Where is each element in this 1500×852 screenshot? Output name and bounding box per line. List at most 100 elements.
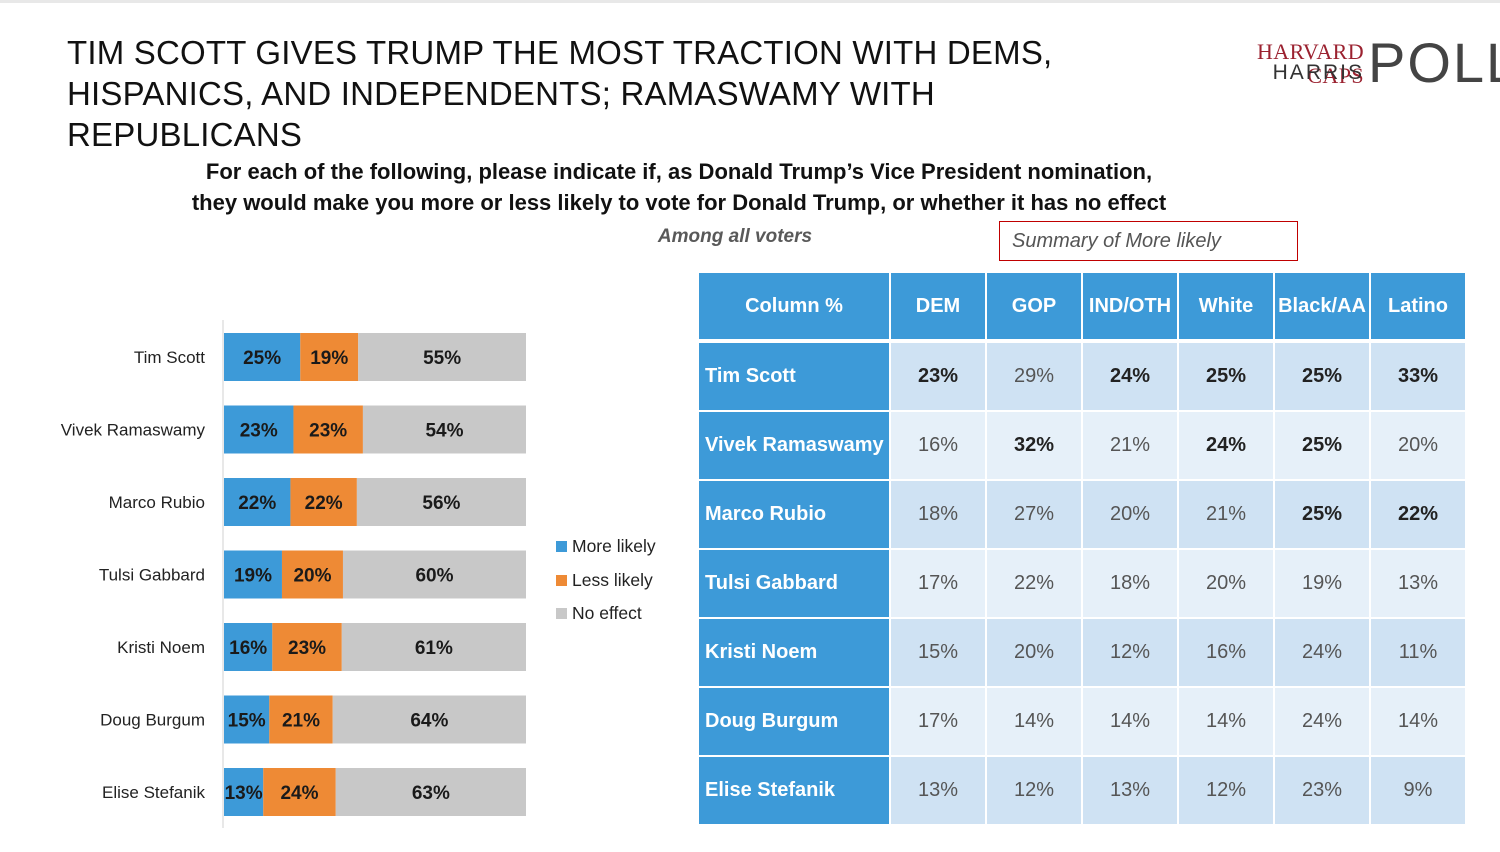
table-cell: 11%	[1369, 617, 1467, 688]
table-cell: 18%	[1081, 548, 1179, 619]
bar-segment-no-effect	[356, 478, 526, 526]
table-row-header: Vivek Ramaswamy	[697, 410, 891, 481]
bar-segment-more-likely	[224, 478, 291, 526]
bar-segment-more-likely	[224, 405, 294, 454]
table-row: Kristi Noem 15% 20% 12% 16% 24% 11%	[697, 617, 1467, 688]
data-label: 54%	[425, 421, 463, 442]
data-label: 63%	[412, 783, 450, 804]
table-cell: 20%	[1369, 410, 1467, 481]
table-cell: 14%	[1081, 686, 1179, 757]
summary-table-container: Column % DEM GOP IND/OTH White Black/AA …	[697, 271, 1467, 826]
table-cell: 24%	[1177, 410, 1275, 481]
bar-segment-no-effect	[358, 333, 526, 381]
bar-segment-less-likely	[281, 550, 343, 599]
category-label: Elise Stefanik	[102, 783, 205, 802]
summary-table: Column % DEM GOP IND/OTH White Black/AA …	[697, 271, 1467, 826]
table-cell: 33%	[1369, 340, 1467, 412]
bar-segment-less-likely	[293, 405, 363, 454]
table-row-header: Doug Burgum	[697, 686, 891, 757]
table-cell: 18%	[889, 479, 987, 550]
summary-label-box: Summary of More likely	[999, 221, 1298, 261]
table-cell: 23%	[889, 340, 987, 412]
logo-harris-text: HARRIS	[1272, 61, 1364, 84]
survey-question-line-2: they would make you more or less likely …	[191, 190, 1167, 215]
table-header-row: Column % DEM GOP IND/OTH White Black/AA …	[697, 271, 1467, 343]
legend-item-more-likely: More likely	[556, 530, 656, 564]
table-row: Tulsi Gabbard 17% 22% 18% 20% 19% 13%	[697, 548, 1467, 619]
bar-segment-no-effect	[362, 405, 526, 454]
bar-segment-more-likely	[224, 623, 273, 671]
table-cell: 14%	[985, 686, 1083, 757]
data-label: 23%	[309, 421, 347, 442]
category-label: Tim Scott	[134, 348, 205, 367]
table-row: Tim Scott 23% 29% 24% 25% 25% 33%	[697, 340, 1467, 412]
bar-segment-less-likely	[263, 768, 336, 816]
table-row: Elise Stefanik 13% 12% 13% 12% 23% 9%	[697, 755, 1467, 826]
logo-poll-text: POLL	[1368, 31, 1500, 94]
bar-segment-no-effect	[332, 695, 526, 744]
column-header: GOP	[985, 271, 1083, 343]
table-cell: 12%	[1177, 755, 1275, 826]
table-cell: 24%	[1273, 617, 1371, 688]
bar-segment-no-effect	[335, 768, 526, 816]
column-header: Black/AA	[1273, 271, 1371, 343]
table-cell: 19%	[1273, 548, 1371, 619]
category-label: Doug Burgum	[100, 711, 205, 730]
base-description: Among all voters	[657, 226, 813, 247]
legend-swatch-more-likely	[556, 541, 567, 553]
data-label: 15%	[228, 711, 266, 732]
table-row-header: Kristi Noem	[697, 617, 891, 688]
data-label: 20%	[293, 566, 331, 587]
table-cell: 16%	[1177, 617, 1275, 688]
data-label: 16%	[229, 638, 267, 659]
data-label: 22%	[305, 493, 343, 514]
data-label: 22%	[238, 493, 276, 514]
table-cell: 25%	[1273, 410, 1371, 481]
column-header: White	[1177, 271, 1275, 343]
bar-segment-more-likely	[224, 768, 264, 816]
table-row-header: Tulsi Gabbard	[697, 548, 891, 619]
bar-segment-more-likely	[224, 695, 270, 744]
table-cell: 14%	[1369, 686, 1467, 757]
table-cell: 24%	[1273, 686, 1371, 757]
data-label: 19%	[310, 348, 348, 369]
logo-harvard-caps-text: HARVARD CAPS	[1257, 39, 1364, 88]
stacked-bar-chart: Tim Scott 25% 19% 55% Vivek Ramaswamy 23% 23% 5…	[61, 320, 526, 828]
bar-segment-no-effect	[341, 623, 526, 671]
table-cell: 27%	[985, 479, 1083, 550]
table-cell: 17%	[889, 686, 987, 757]
table-cell: 25%	[1177, 340, 1275, 412]
table-cell: 25%	[1273, 340, 1371, 412]
table-cell: 32%	[985, 410, 1083, 481]
table-row-header: Elise Stefanik	[697, 755, 891, 826]
category-label: Marco Rubio	[109, 493, 205, 512]
table-cell: 23%	[1273, 755, 1371, 826]
bar-segment-more-likely	[224, 333, 301, 381]
bar-segment-less-likely	[290, 478, 357, 526]
data-label: 21%	[282, 711, 320, 732]
column-header: Latino	[1369, 271, 1467, 343]
legend-swatch-less-likely	[556, 574, 567, 586]
table-cell: 25%	[1273, 479, 1371, 550]
bar-segment-less-likely	[272, 623, 342, 671]
table-cell: 22%	[1369, 479, 1467, 550]
data-label: 23%	[288, 638, 326, 659]
data-label: 56%	[422, 493, 460, 514]
table-cell: 12%	[985, 755, 1083, 826]
table-cell: 17%	[889, 548, 987, 619]
survey-question-line-1: For each of the following, please indica…	[205, 159, 1153, 184]
table-corner-header: Column %	[697, 271, 891, 343]
table-cell: 12%	[1081, 617, 1179, 688]
data-label: 61%	[415, 638, 453, 659]
data-label: 64%	[410, 711, 448, 732]
table-cell: 13%	[889, 755, 987, 826]
table-cell: 24%	[1081, 340, 1179, 412]
data-label: 13%	[225, 783, 263, 804]
table-cell: 9%	[1369, 755, 1467, 826]
legend-label-more-likely: More likely	[572, 536, 656, 557]
table-row-header: Tim Scott	[697, 340, 891, 412]
data-label: 55%	[423, 348, 461, 369]
data-label: 19%	[234, 566, 272, 587]
table-cell: 20%	[985, 617, 1083, 688]
legend-item-less-likely: Less likely	[556, 564, 656, 598]
